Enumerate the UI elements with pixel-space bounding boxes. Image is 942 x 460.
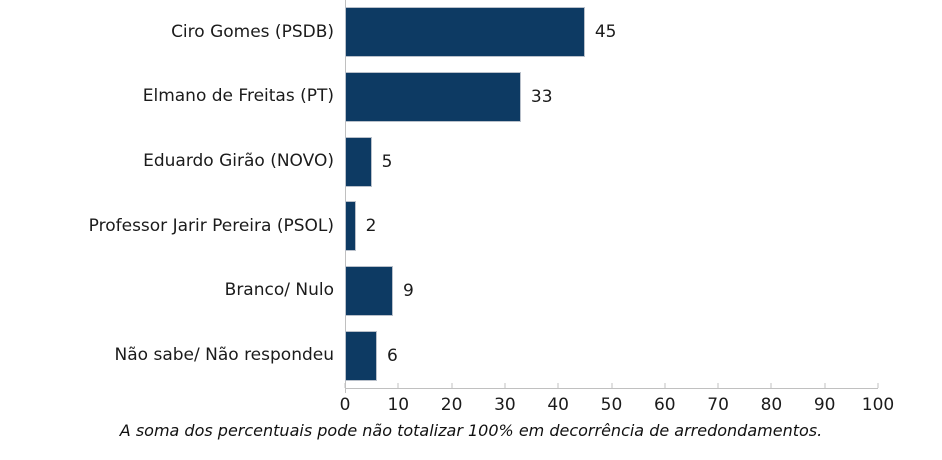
y-axis-line bbox=[345, 0, 346, 393]
bar-track: 45 bbox=[345, 0, 878, 65]
tick-label: 50 bbox=[600, 395, 623, 415]
bar-row: Professor Jarir Pereira (PSOL) 2 bbox=[0, 194, 878, 259]
tick-mark bbox=[397, 383, 399, 388]
tick-label: 20 bbox=[440, 395, 463, 415]
bar bbox=[345, 330, 377, 381]
tick-label: 100 bbox=[861, 395, 895, 415]
bar-rows: Ciro Gomes (PSDB) 45 Elmano de Freitas (PT… bbox=[0, 0, 878, 388]
tick-mark bbox=[877, 383, 879, 388]
bar-track: 5 bbox=[345, 129, 878, 194]
tick-label: 0 bbox=[339, 395, 351, 415]
category-label: Não sabe/ Não respondeu bbox=[114, 344, 334, 365]
category-label: Elmano de Freitas (PT) bbox=[142, 86, 334, 107]
value-label: 9 bbox=[402, 281, 414, 302]
tick-label: 10 bbox=[387, 395, 410, 415]
value-label: 2 bbox=[365, 216, 377, 237]
bar bbox=[345, 201, 356, 252]
footnote: A soma dos percentuais pode não totaliza… bbox=[119, 421, 823, 440]
bar-track: 2 bbox=[345, 194, 878, 259]
value-label: 6 bbox=[386, 345, 398, 366]
tick-label: 70 bbox=[707, 395, 729, 415]
bar-track: 9 bbox=[345, 259, 878, 324]
bar bbox=[345, 266, 393, 317]
x-axis-ticks bbox=[344, 383, 879, 388]
bar-row: Ciro Gomes (PSDB) 45 bbox=[0, 0, 878, 65]
tick-mark bbox=[504, 383, 506, 388]
tick-mark bbox=[824, 383, 826, 388]
category-label: Eduardo Girão (NOVO) bbox=[143, 150, 334, 171]
tick-mark bbox=[611, 383, 612, 388]
bar-track: 6 bbox=[345, 323, 878, 388]
bar-track: 33 bbox=[345, 65, 878, 130]
bar-row: Eduardo Girão (NOVO) 5 bbox=[0, 129, 878, 194]
category-label: Ciro Gomes (PSDB) bbox=[171, 21, 334, 42]
value-label: 33 bbox=[530, 87, 553, 107]
tick-label: 30 bbox=[494, 395, 516, 415]
bar bbox=[345, 136, 372, 187]
tick-mark bbox=[451, 383, 453, 388]
x-axis-tick-labels: 0 10 20 30 40 50 60 70 80 90 100 bbox=[340, 395, 895, 415]
tick-mark bbox=[664, 383, 666, 388]
bar-row: Elmano de Freitas (PT) 33 bbox=[0, 65, 878, 130]
tick-label: 60 bbox=[653, 395, 676, 415]
bar bbox=[345, 7, 585, 58]
bar bbox=[345, 72, 521, 122]
tick-mark bbox=[557, 383, 559, 388]
tick-mark bbox=[770, 383, 772, 388]
x-axis-line bbox=[345, 388, 878, 389]
bar-row: Branco/ Nulo 9 bbox=[0, 259, 878, 324]
tick-mark bbox=[717, 383, 719, 388]
tick-label: 80 bbox=[760, 395, 783, 415]
tick-label: 40 bbox=[547, 395, 570, 415]
category-label: Branco/ Nulo bbox=[224, 280, 334, 301]
bar-row: Não sabe/ Não respondeu 6 bbox=[0, 323, 878, 388]
value-label: 45 bbox=[594, 22, 617, 43]
tick-mark bbox=[344, 383, 346, 388]
category-label: Professor Jarir Pereira (PSOL) bbox=[88, 215, 334, 236]
value-label: 5 bbox=[381, 151, 393, 172]
tick-label: 90 bbox=[813, 395, 836, 415]
